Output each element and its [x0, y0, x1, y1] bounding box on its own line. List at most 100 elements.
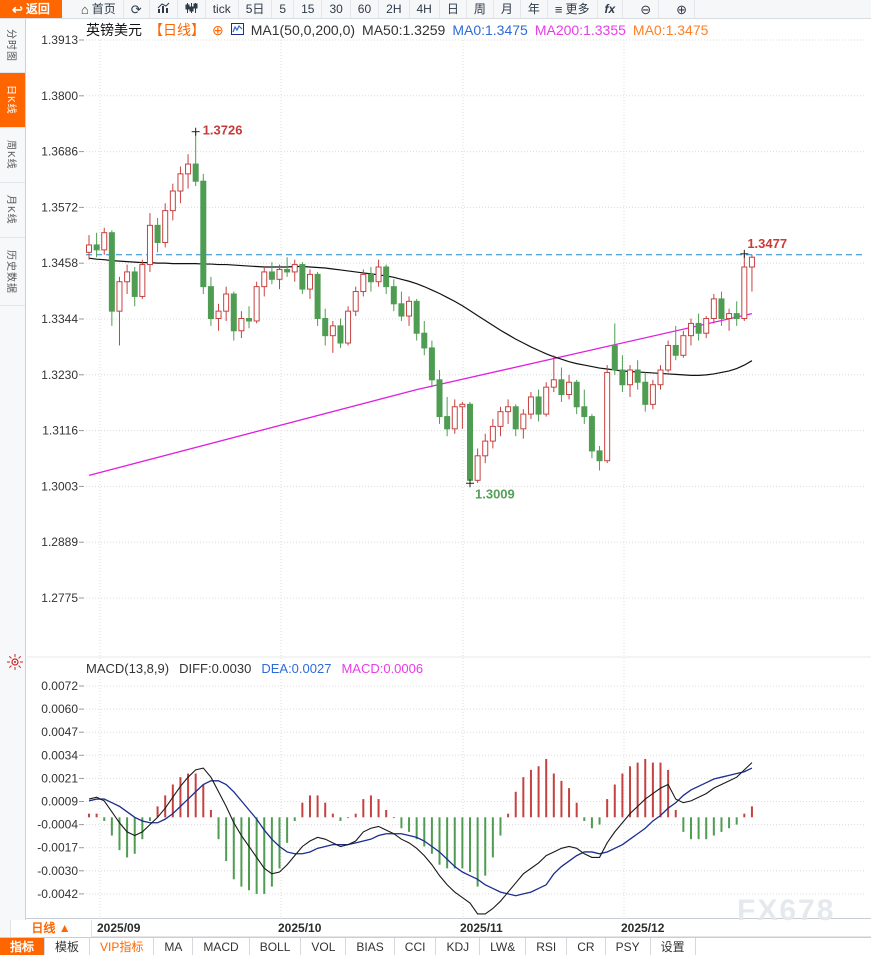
zoom-out-button[interactable]: ⊖ — [633, 0, 660, 18]
add-compare-icon[interactable]: ⊕ — [212, 21, 224, 38]
svg-text:0.0021: 0.0021 — [41, 771, 78, 785]
sidebar-tab-0[interactable]: 分时图 — [0, 18, 25, 73]
sidebar-tab-2[interactable]: 周K线 — [0, 128, 25, 183]
back-icon: ↩ — [12, 1, 23, 17]
button-label: 月 — [500, 1, 513, 16]
indicator-tab-lw&[interactable]: LW& — [480, 938, 527, 955]
timeframe-60[interactable]: 60 — [351, 0, 380, 18]
top-toolbar: ↩ 返回 ⌂ 首页 ⟳ tick 5日 5 15 30 60 2H 4H 日周月年 ≡ 更多 fx ⊖ ⊕ — [0, 0, 871, 19]
chart-title-bar: 英镑美元 【日线】 ⊕ MA1(50,0,200,0) MA50:1.3259 … — [86, 20, 708, 40]
ma0-blue-value: MA0:1.3475 — [452, 22, 528, 38]
timeframe-30[interactable]: 30 — [322, 0, 351, 18]
x-axis-label: 2025/09 — [97, 921, 141, 935]
svg-text:1.3913: 1.3913 — [41, 33, 78, 47]
timeframe-day[interactable]: 日 — [440, 0, 467, 18]
ma200-value: MA200:1.3355 — [534, 22, 626, 38]
ma50-value: MA50:1.3259 — [362, 22, 446, 38]
timeframe-month[interactable]: 月 — [494, 0, 521, 18]
indicator-tab-boll[interactable]: BOLL — [250, 938, 302, 955]
indicator-tab-模板[interactable]: 模板 — [45, 938, 91, 955]
svg-text:1.3009: 1.3009 — [475, 486, 515, 501]
timeframe-tick[interactable]: tick — [206, 0, 239, 18]
macd-diff-value: DIFF:0.0030 — [179, 661, 252, 676]
x-axis-label: 2025/11 — [460, 921, 503, 935]
refresh-button[interactable]: ⟳ — [124, 0, 150, 18]
button-label: 日 — [446, 1, 459, 16]
timeframe-5[interactable]: 5 — [272, 0, 295, 18]
indicator-tab-指标[interactable]: 指标 — [0, 938, 46, 955]
timeframe-2h[interactable]: 2H — [379, 0, 410, 18]
zoom-in-button[interactable]: ⊕ — [669, 0, 695, 18]
line-chart-type-button[interactable] — [150, 0, 178, 18]
period-tag: 【日线】 — [149, 22, 205, 38]
symbol-name: 英镑美元 — [86, 22, 142, 38]
refresh-icon: ⟳ — [130, 1, 142, 17]
svg-text:-0.0004: -0.0004 — [37, 818, 78, 832]
more-button[interactable]: ≡ 更多 — [548, 0, 598, 18]
home-button[interactable]: ⌂ 首页 — [74, 0, 124, 18]
macd-hist-value: MACD:0.0006 — [341, 661, 424, 676]
sidebar-tab-1[interactable]: 日K线 — [0, 73, 25, 128]
svg-text:-0.0017: -0.0017 — [37, 841, 78, 855]
svg-text:-0.0042: -0.0042 — [37, 887, 78, 901]
svg-text:0.0060: 0.0060 — [41, 702, 78, 716]
candle-chart-type-button[interactable] — [178, 0, 206, 18]
watermark: FX678 — [737, 894, 836, 927]
x-axis-label: 2025/12 — [621, 921, 665, 935]
button-label: 4H — [416, 1, 432, 16]
indicator-tab-bias[interactable]: BIAS — [346, 938, 395, 955]
svg-text:0.0047: 0.0047 — [41, 725, 78, 739]
timeframe-4h[interactable]: 4H — [410, 0, 440, 18]
sidebar-tab-3[interactable]: 月K线 — [0, 183, 25, 238]
fx-indicator-button[interactable]: fx — [598, 0, 624, 18]
indicator-tab-psy[interactable]: PSY — [606, 938, 651, 955]
menu-icon: ≡ — [554, 1, 563, 17]
button-label: 更多 — [565, 1, 590, 16]
svg-text:1.3477: 1.3477 — [747, 236, 787, 251]
button-label: 周 — [473, 1, 486, 16]
sidebar-tab-4[interactable]: 历史数据 — [0, 238, 25, 306]
svg-text:0.0009: 0.0009 — [41, 795, 78, 809]
svg-text:1.2889: 1.2889 — [41, 535, 78, 549]
indicator-tab-vol[interactable]: VOL — [301, 938, 347, 955]
indicator-tab-vip指标[interactable]: VIP指标 — [90, 938, 155, 955]
indicator-tab-cr[interactable]: CR — [567, 938, 606, 955]
candle-chart-icon — [185, 2, 198, 16]
indicator-tab-ma[interactable]: MA — [154, 938, 194, 955]
svg-text:1.3230: 1.3230 — [41, 368, 78, 382]
button-label: fx — [604, 1, 616, 16]
indicator-tab-kdj[interactable]: KDJ — [436, 938, 481, 955]
svg-text:0.0072: 0.0072 — [41, 679, 78, 693]
macd-legend: MACD(13,8,9) DIFF:0.0030 DEA:0.0027 MACD… — [86, 661, 423, 676]
period-dropdown[interactable]: 日线 ▲ — [10, 920, 92, 937]
timeframe-week[interactable]: 周 — [467, 0, 494, 18]
indicator-tab-rsi[interactable]: RSI — [526, 938, 568, 955]
button-label: 30 — [329, 1, 343, 16]
timeframe-15[interactable]: 15 — [294, 0, 323, 18]
left-sidebar: 分时图 日K线 周K线 月K线 历史数据 — [0, 18, 26, 937]
button-label: 15 — [301, 1, 315, 16]
svg-text:1.2775: 1.2775 — [41, 591, 78, 605]
svg-text:0.0034: 0.0034 — [41, 748, 78, 762]
timeframe-year[interactable]: 年 — [521, 0, 548, 18]
ma0-orange-value: MA0:1.3475 — [632, 22, 709, 38]
svg-text:1.3003: 1.3003 — [41, 479, 78, 493]
zoom-in-icon: ⊕ — [676, 1, 687, 17]
indicator-tab-cci[interactable]: CCI — [395, 938, 437, 955]
indicator-settings-sun-icon[interactable] — [6, 653, 24, 671]
button-label: 5日 — [245, 1, 265, 16]
mini-chart-icon — [230, 22, 244, 38]
button-label: 首页 — [91, 1, 116, 16]
button-label: 60 — [357, 1, 372, 16]
indicator-tab-设置[interactable]: 设置 — [651, 938, 696, 955]
svg-text:1.3686: 1.3686 — [41, 145, 78, 159]
indicator-bar: 指标 模板 VIP指标 MA MACD BOLL VOL BIAS CCI KDJ LW& RSI CR… — [0, 937, 871, 955]
svg-text:1.3344: 1.3344 — [41, 312, 78, 326]
svg-text:1.3458: 1.3458 — [41, 256, 78, 270]
timeframe-5d[interactable]: 5日 — [239, 0, 273, 18]
zoom-out-icon: ⊖ — [640, 1, 652, 17]
indicator-tab-macd[interactable]: MACD — [193, 938, 250, 955]
back-button[interactable]: ↩ 返回 — [0, 0, 62, 18]
